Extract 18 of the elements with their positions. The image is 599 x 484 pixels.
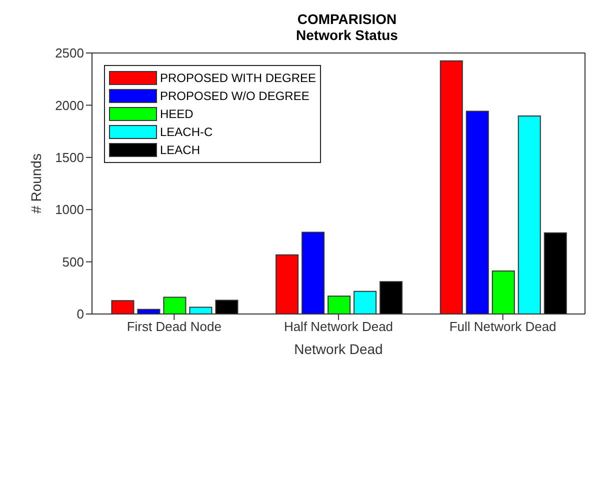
legend-label: LEACH-C bbox=[160, 125, 213, 139]
legend-label: PROPOSED W/O DEGREE bbox=[160, 89, 310, 103]
y-tick-label: 0 bbox=[76, 306, 84, 322]
y-tick-label: 500 bbox=[62, 254, 84, 270]
x-tick-label: Half Network Dead bbox=[284, 319, 394, 334]
chart-title: COMPARISION bbox=[297, 11, 397, 27]
y-axis-title: # Rounds bbox=[28, 154, 44, 214]
x-tick-label: First Dead Node bbox=[126, 319, 222, 334]
legend-label: LEACH bbox=[160, 143, 200, 157]
y-tick-label: 2000 bbox=[55, 98, 84, 113]
y-tick-label: 2500 bbox=[55, 46, 84, 61]
y-tick-label: 1000 bbox=[55, 202, 84, 218]
x-axis-title: Network Dead bbox=[294, 341, 383, 357]
y-tick-label: 1500 bbox=[55, 150, 84, 166]
x-tick-label: Full Network Dead bbox=[449, 319, 556, 334]
legend-label: PROPOSED WITH DEGREE bbox=[160, 71, 316, 85]
legend-label: HEED bbox=[160, 107, 194, 121]
chart-subtitle: Network Status bbox=[296, 27, 398, 43]
